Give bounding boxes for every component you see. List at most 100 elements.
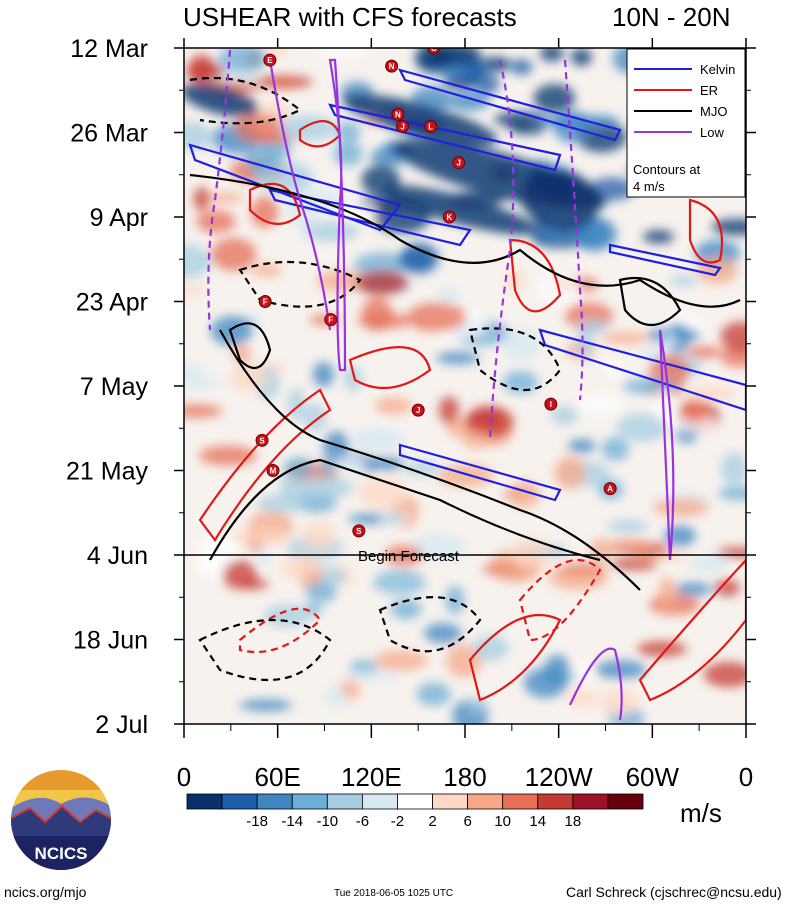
shading-cell	[372, 456, 404, 471]
storm-marker: F	[324, 313, 338, 327]
shading-cell	[570, 48, 593, 66]
shading-cell	[539, 273, 581, 303]
shading-cell	[342, 671, 400, 682]
contour-er	[638, 558, 746, 702]
contour-er	[248, 182, 302, 225]
colorbar-swatch	[607, 793, 644, 810]
shading-cell	[703, 661, 746, 688]
shading-cell	[196, 554, 224, 578]
contour-mjo	[189, 76, 303, 125]
svg-text:F: F	[263, 298, 268, 307]
y-tick-label: 2 Jul	[95, 711, 148, 739]
y-tick-label: 4 Jun	[87, 542, 148, 570]
shading-cell	[717, 486, 746, 501]
shading-cell	[319, 459, 337, 475]
shading-cell	[567, 438, 596, 454]
svg-text:F: F	[328, 316, 333, 325]
shading-cell	[199, 445, 258, 466]
shading-cell	[611, 557, 658, 571]
shading-cell	[416, 682, 451, 706]
legend-label-mjo: MJO	[700, 104, 727, 119]
contour-mjo	[618, 276, 682, 326]
y-tick-label: 18 Jun	[73, 627, 148, 655]
shading-cell	[580, 394, 624, 415]
storm-marker: N	[385, 59, 399, 73]
colorbar-tick-label: 14	[529, 813, 546, 830]
shading-cell	[337, 204, 379, 220]
storm-marker: F	[258, 295, 272, 308]
legend-label-er: ER	[700, 83, 718, 98]
legend-note: Contours at	[633, 162, 701, 177]
shading-cell	[184, 285, 206, 298]
shading-cell	[323, 431, 350, 464]
contour-er	[238, 607, 322, 654]
shading-cell	[280, 555, 319, 579]
shading-cell	[193, 186, 210, 211]
shading-cell	[502, 371, 539, 394]
shading-cell	[505, 270, 526, 292]
storm-marker: J	[396, 119, 410, 133]
colorbar-tick-label: 6	[463, 813, 471, 830]
shading-cell	[254, 548, 271, 565]
legend-note: 4 m/s	[633, 179, 665, 194]
shading-cell	[662, 333, 679, 348]
shading-cell	[319, 48, 368, 57]
shading-cell	[222, 559, 257, 590]
ncics-logo: NCICS	[11, 770, 111, 870]
contour-er	[688, 198, 724, 264]
legend-label-kelvin: Kelvin	[700, 62, 735, 77]
x-tick-label: 120W	[525, 762, 593, 792]
chart-title: USHEAR with CFS forecasts	[183, 2, 517, 32]
shading-cell	[378, 512, 410, 526]
contour-er	[468, 613, 562, 702]
contour-low	[569, 647, 623, 721]
shading-cell	[229, 366, 268, 392]
contour-mjo	[189, 173, 741, 308]
contour-mjo	[228, 322, 272, 370]
contour-kelvin	[188, 143, 402, 232]
contour-er	[198, 388, 332, 542]
y-tick-label: 12 Mar	[70, 35, 148, 63]
contour-kelvin	[608, 243, 722, 277]
colorbar-swatch	[361, 793, 398, 810]
contour-low	[563, 59, 584, 401]
colorbar-swatch	[221, 793, 258, 810]
contour-kelvin	[397, 68, 622, 142]
contour-low	[658, 329, 675, 561]
storm-marker: J	[452, 156, 466, 170]
footer-center: Tue 2018-06-05 1025 UTC	[334, 888, 454, 899]
shading-cell	[720, 452, 746, 486]
shading-cell	[210, 237, 257, 271]
shading-cell	[539, 48, 564, 62]
shading-cell	[302, 521, 336, 552]
shading-cell	[251, 264, 282, 277]
shading-cell	[184, 244, 212, 279]
shading-cell	[616, 413, 668, 442]
y-tick-label: 26 Mar	[70, 120, 148, 148]
shading-cell	[374, 397, 412, 415]
shading-cell	[333, 140, 363, 167]
colorbar-tick-label: 18	[565, 813, 582, 830]
svg-text:E: E	[267, 56, 273, 65]
colorbar-tick-label: -18	[246, 813, 268, 830]
contour-mjo	[378, 596, 482, 653]
shading-cell	[594, 660, 647, 679]
svg-text:S: S	[356, 527, 362, 536]
x-tick-label: 60E	[255, 762, 301, 792]
svg-text:S: S	[259, 436, 265, 445]
contour-er	[518, 558, 602, 642]
shading-cell	[184, 404, 223, 418]
storm-marker: M	[266, 464, 280, 477]
shading-cell	[336, 121, 361, 142]
colorbar-swatch	[326, 793, 363, 810]
storm-marker: L	[424, 119, 438, 133]
shading-cell	[550, 406, 578, 425]
shading-cell	[680, 398, 709, 423]
shading-cell	[184, 364, 207, 380]
shading-cell	[257, 494, 309, 513]
shading-cell	[184, 82, 259, 118]
shading-cell	[510, 58, 533, 75]
y-tick-label: 23 Apr	[76, 289, 148, 317]
shading-cell	[715, 547, 746, 558]
y-axis: 12 Mar 26 Mar 9 Apr 23 Apr 7 May 21 May 4 Jun 1…	[66, 35, 756, 739]
